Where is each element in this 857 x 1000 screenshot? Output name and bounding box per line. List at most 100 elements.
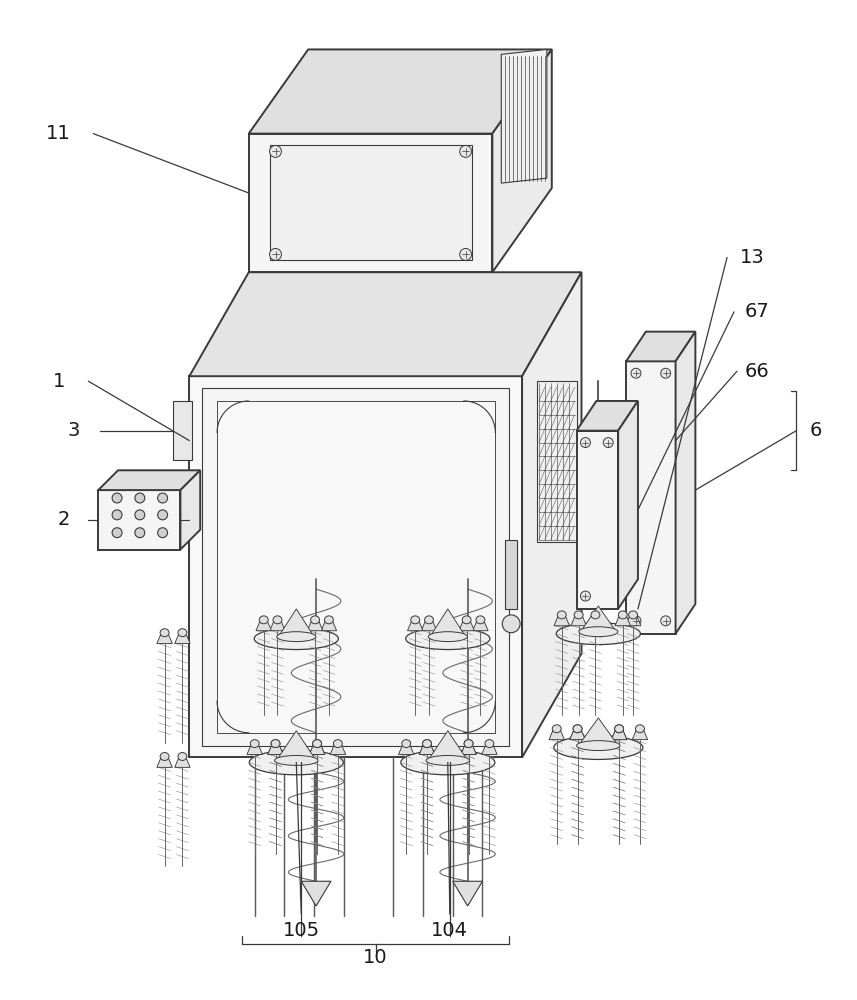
Polygon shape: [626, 361, 675, 634]
Ellipse shape: [573, 725, 582, 733]
Polygon shape: [419, 745, 434, 755]
Polygon shape: [430, 609, 465, 637]
Circle shape: [158, 510, 168, 520]
Polygon shape: [461, 745, 476, 755]
Polygon shape: [202, 388, 509, 746]
Text: 104: 104: [431, 921, 468, 940]
Ellipse shape: [160, 753, 169, 760]
Ellipse shape: [424, 616, 434, 624]
Polygon shape: [615, 616, 631, 626]
Polygon shape: [175, 634, 190, 644]
Circle shape: [580, 438, 590, 448]
Ellipse shape: [552, 725, 561, 733]
Polygon shape: [618, 401, 638, 609]
Ellipse shape: [325, 616, 333, 624]
Circle shape: [158, 493, 168, 503]
Polygon shape: [267, 745, 283, 755]
Circle shape: [112, 510, 122, 520]
Text: 66: 66: [745, 362, 769, 381]
Polygon shape: [537, 381, 577, 542]
Polygon shape: [175, 757, 190, 767]
Ellipse shape: [629, 611, 638, 619]
Polygon shape: [626, 616, 641, 626]
Text: 105: 105: [283, 921, 320, 940]
Ellipse shape: [426, 755, 470, 765]
Polygon shape: [249, 49, 552, 134]
Ellipse shape: [636, 725, 644, 733]
Polygon shape: [522, 272, 582, 757]
Ellipse shape: [310, 616, 320, 624]
Polygon shape: [407, 621, 423, 631]
Polygon shape: [419, 745, 434, 755]
Polygon shape: [501, 49, 547, 183]
Ellipse shape: [178, 753, 187, 760]
Ellipse shape: [271, 740, 280, 748]
Ellipse shape: [313, 740, 321, 748]
Polygon shape: [189, 272, 582, 376]
Polygon shape: [308, 621, 323, 631]
Circle shape: [661, 368, 671, 378]
Circle shape: [661, 616, 671, 626]
Ellipse shape: [423, 740, 431, 748]
Polygon shape: [399, 745, 414, 755]
Circle shape: [580, 591, 590, 601]
Circle shape: [459, 248, 471, 260]
Ellipse shape: [260, 616, 268, 624]
Polygon shape: [247, 745, 262, 755]
Ellipse shape: [178, 629, 187, 637]
Ellipse shape: [411, 616, 420, 624]
Ellipse shape: [273, 616, 282, 624]
Polygon shape: [570, 730, 585, 740]
Circle shape: [631, 368, 641, 378]
Polygon shape: [277, 731, 316, 760]
Polygon shape: [493, 49, 552, 272]
Circle shape: [502, 615, 520, 633]
Polygon shape: [461, 745, 476, 755]
Polygon shape: [309, 745, 325, 755]
Ellipse shape: [405, 628, 490, 650]
Polygon shape: [506, 540, 517, 609]
Ellipse shape: [614, 725, 624, 733]
Ellipse shape: [313, 740, 321, 748]
Polygon shape: [580, 606, 616, 632]
Text: 67: 67: [745, 302, 769, 321]
Polygon shape: [309, 745, 325, 755]
Circle shape: [158, 528, 168, 538]
Ellipse shape: [401, 750, 494, 775]
Polygon shape: [99, 470, 201, 490]
Polygon shape: [99, 490, 181, 550]
Circle shape: [135, 493, 145, 503]
Circle shape: [270, 248, 281, 260]
Ellipse shape: [423, 740, 431, 748]
Circle shape: [603, 438, 614, 448]
Polygon shape: [270, 145, 471, 260]
Polygon shape: [217, 401, 495, 733]
Ellipse shape: [618, 611, 627, 619]
Ellipse shape: [255, 628, 339, 650]
Text: 6: 6: [810, 421, 823, 440]
Polygon shape: [267, 745, 283, 755]
Ellipse shape: [250, 740, 259, 748]
Ellipse shape: [614, 725, 624, 733]
Ellipse shape: [573, 725, 582, 733]
Polygon shape: [256, 621, 272, 631]
Ellipse shape: [578, 627, 618, 637]
Polygon shape: [302, 881, 331, 906]
Polygon shape: [181, 470, 201, 550]
Ellipse shape: [402, 740, 411, 748]
Polygon shape: [279, 609, 315, 637]
Ellipse shape: [271, 740, 280, 748]
Ellipse shape: [464, 740, 473, 748]
Polygon shape: [249, 134, 493, 272]
Polygon shape: [571, 616, 586, 626]
Ellipse shape: [554, 736, 643, 759]
Text: 1: 1: [52, 372, 65, 391]
Ellipse shape: [476, 616, 485, 624]
Circle shape: [135, 528, 145, 538]
Polygon shape: [570, 730, 585, 740]
Polygon shape: [428, 731, 468, 760]
Polygon shape: [549, 730, 565, 740]
Polygon shape: [330, 745, 345, 755]
Polygon shape: [578, 718, 618, 746]
Ellipse shape: [160, 629, 169, 637]
